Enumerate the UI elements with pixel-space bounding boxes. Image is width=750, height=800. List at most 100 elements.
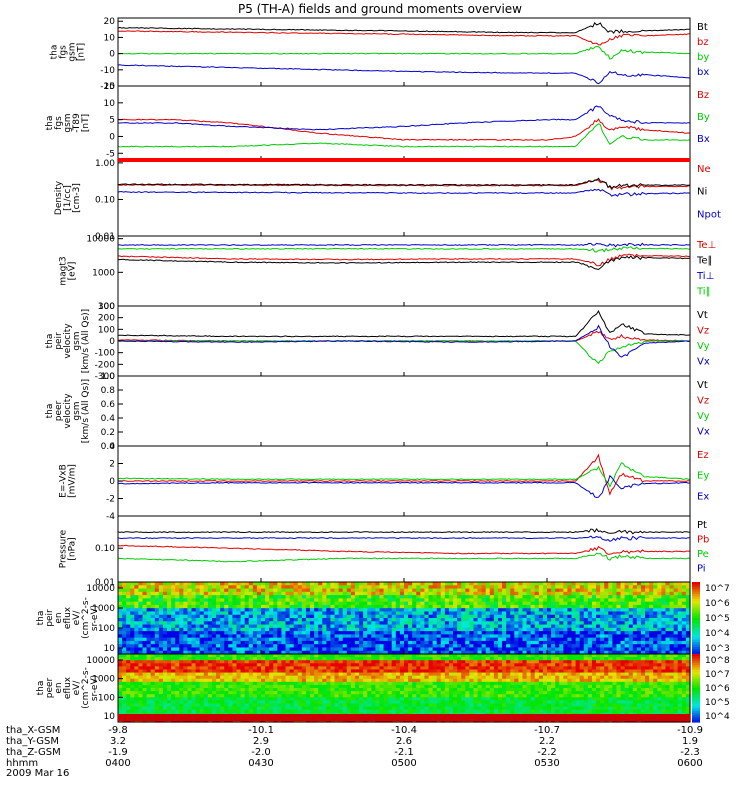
heatmap-cell bbox=[363, 663, 368, 667]
heatmap-cell bbox=[404, 601, 409, 606]
heatmap-cell bbox=[273, 691, 278, 695]
heatmap-cell bbox=[216, 647, 221, 652]
heatmap-cell bbox=[179, 675, 184, 680]
heatmap-cell bbox=[473, 588, 479, 593]
heatmap-cell bbox=[428, 627, 434, 632]
heatmap-cell bbox=[150, 694, 156, 698]
heatmap-cell bbox=[661, 650, 667, 655]
heatmap-cell bbox=[322, 637, 327, 642]
heatmap-cell bbox=[285, 585, 291, 590]
heatmap-cell bbox=[383, 700, 389, 705]
heatmap-cell bbox=[236, 582, 242, 586]
heatmap-cell bbox=[661, 614, 667, 619]
heatmap-cell bbox=[342, 706, 348, 711]
heatmap-cell bbox=[228, 591, 233, 596]
heatmap-cell bbox=[453, 601, 458, 606]
heatmap-cell bbox=[191, 614, 197, 619]
heatmap-cell bbox=[154, 688, 160, 692]
heatmap-cell bbox=[395, 647, 401, 652]
heatmap-cell bbox=[187, 706, 193, 711]
heatmap-cell bbox=[252, 618, 258, 622]
heatmap-cell bbox=[175, 601, 180, 606]
heatmap-cell bbox=[240, 644, 246, 649]
heatmap-cell bbox=[130, 654, 135, 658]
heatmap-cell bbox=[408, 591, 413, 596]
heatmap-cell bbox=[244, 688, 250, 692]
heatmap-cell bbox=[252, 663, 258, 667]
heatmap-cell bbox=[134, 654, 140, 658]
heatmap-cell bbox=[538, 604, 544, 609]
heatmap-cell bbox=[493, 647, 499, 652]
heatmap-cell bbox=[179, 618, 184, 622]
heatmap-cell bbox=[465, 650, 470, 655]
heatmap-cell bbox=[412, 634, 417, 639]
heatmap-cell bbox=[375, 660, 381, 664]
heatmap-cell bbox=[211, 688, 217, 692]
heatmap-cell bbox=[612, 591, 618, 596]
heatmap-cell bbox=[228, 684, 233, 689]
heatmap-cell bbox=[677, 591, 683, 596]
heatmap-cell bbox=[261, 604, 266, 609]
heatmap-cell bbox=[269, 660, 274, 664]
heatmap-cell bbox=[453, 650, 458, 655]
heatmap-cell bbox=[367, 640, 372, 645]
heatmap-cell bbox=[448, 585, 454, 590]
heatmap-cell bbox=[122, 588, 127, 593]
heatmap-cell bbox=[375, 618, 381, 622]
heatmap-cell bbox=[252, 691, 258, 695]
heatmap-cell bbox=[232, 660, 238, 664]
heatmap-cell bbox=[444, 614, 450, 619]
heatmap-cell bbox=[465, 624, 470, 629]
colorbar-swatch bbox=[692, 613, 700, 617]
heatmap-cell bbox=[207, 663, 213, 667]
heatmap-cell bbox=[432, 598, 438, 603]
heatmap-cell bbox=[391, 637, 397, 642]
heatmap-cell bbox=[273, 634, 278, 639]
heatmap-cell bbox=[326, 598, 332, 603]
heatmap-cell bbox=[297, 595, 303, 599]
heatmap-cell bbox=[489, 624, 495, 629]
heatmap-cell bbox=[326, 631, 332, 635]
heatmap-cell bbox=[416, 672, 421, 677]
heatmap-cell bbox=[440, 614, 446, 619]
heatmap-cell bbox=[359, 672, 364, 677]
heatmap-cell bbox=[330, 669, 336, 674]
heatmap-cell bbox=[518, 585, 524, 590]
heatmap-cell bbox=[293, 618, 299, 622]
ytick-label: -2 bbox=[106, 495, 115, 505]
heatmap-cell bbox=[310, 654, 315, 658]
heatmap-cell bbox=[289, 700, 295, 705]
heatmap-cell bbox=[326, 608, 332, 613]
heatmap-cell bbox=[187, 709, 193, 714]
heatmap-cell bbox=[681, 591, 687, 596]
heatmap-cell bbox=[236, 681, 242, 686]
heatmap-cell bbox=[318, 654, 323, 658]
colorbar-swatch bbox=[692, 589, 700, 593]
heatmap-cell bbox=[158, 582, 164, 586]
heatmap-cell bbox=[363, 703, 368, 708]
heatmap-cell bbox=[244, 703, 250, 708]
heatmap-cell bbox=[248, 631, 254, 635]
heatmap-cell bbox=[240, 637, 246, 642]
heatmap-cell bbox=[126, 684, 131, 689]
heatmap-cell bbox=[440, 618, 446, 622]
heatmap-cell bbox=[224, 644, 229, 649]
heatmap-cell bbox=[685, 585, 691, 590]
heatmap-cell bbox=[567, 644, 573, 649]
heatmap-cell bbox=[228, 650, 233, 655]
heatmap-cell bbox=[158, 624, 164, 629]
heatmap-cell bbox=[387, 663, 393, 667]
heatmap-cell bbox=[477, 608, 483, 613]
heatmap-cell bbox=[653, 634, 658, 639]
heatmap-cell bbox=[167, 672, 172, 677]
heatmap-cell bbox=[118, 666, 123, 671]
heatmap-cell bbox=[600, 621, 605, 626]
heatmap-cell bbox=[383, 681, 389, 686]
heatmap-cell bbox=[248, 697, 254, 701]
heatmap-cell bbox=[154, 706, 160, 711]
heatmap-cell bbox=[575, 595, 581, 599]
heatmap-cell bbox=[677, 604, 683, 609]
heatmap-cell bbox=[530, 647, 536, 652]
heatmap-cell bbox=[346, 637, 352, 642]
